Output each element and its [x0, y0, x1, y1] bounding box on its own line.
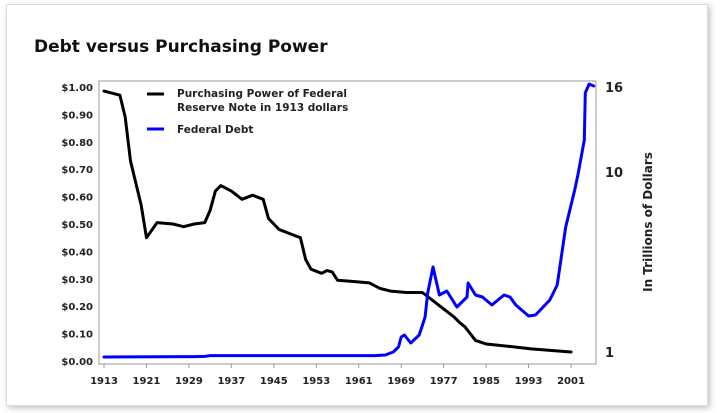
left-y-axis: $0.00 $0.10 $0.20 $0.30 $0.40 $0.50 $0.60 $0.70… [61, 83, 93, 368]
x-axis: 1913 1921 1929 1937 1945 1953 1961 1969 1977 1985… [90, 364, 585, 387]
purchasing-power-line [102, 89, 573, 354]
left-y-tick-label: $0.20 [61, 302, 93, 313]
x-tick-label: 1913 [90, 376, 118, 387]
federal-debt-line [102, 82, 596, 359]
plot-area [98, 80, 597, 365]
x-tick-label: 1929 [175, 376, 203, 387]
left-y-tick-label: $0.50 [61, 220, 93, 231]
left-y-tick-label: $0.10 [61, 330, 93, 341]
x-tick-label: 1937 [217, 376, 245, 387]
right-axis-label: In Trillions of Dollars [641, 152, 655, 292]
x-tick-label: 1977 [430, 376, 458, 387]
left-y-tick-label: $1.00 [61, 83, 93, 94]
left-y-tick-label: $0.90 [61, 110, 93, 121]
left-y-tick-label: $0.70 [61, 165, 93, 176]
right-y-axis: 1 10 16 [605, 81, 623, 361]
left-y-tick-label: $0.00 [61, 357, 93, 368]
chart-title: Debt versus Purchasing Power [34, 37, 328, 57]
series-lines [102, 82, 596, 359]
chart-card [6, 4, 708, 406]
x-tick-label: 1961 [345, 376, 373, 387]
left-y-tick-label: $0.30 [61, 275, 93, 286]
x-tick-label: 1985 [472, 376, 500, 387]
x-tick-label: 1921 [133, 376, 161, 387]
right-y-tick-label: 1 [605, 346, 614, 361]
left-y-tick-label: $0.80 [61, 138, 93, 149]
left-y-tick-label: $0.60 [61, 193, 93, 204]
x-tick-label: 1945 [260, 376, 288, 387]
legend: Purchasing Power of Federal Reserve Note… [147, 88, 348, 136]
legend-label-federal-debt: Federal Debt [177, 124, 253, 136]
x-tick-label: 2001 [557, 376, 585, 387]
x-tick-label: 1953 [302, 376, 330, 387]
x-tick-label: 1993 [515, 376, 543, 387]
left-y-tick-label: $0.40 [61, 247, 93, 258]
x-tick-label: 1969 [387, 376, 415, 387]
legend-label-purchasing-power-line2: Reserve Note in 1913 dollars [177, 102, 348, 114]
legend-label-purchasing-power-line1: Purchasing Power of Federal [177, 88, 347, 100]
right-y-tick-label: 16 [605, 81, 623, 96]
right-y-tick-label: 10 [605, 166, 623, 181]
